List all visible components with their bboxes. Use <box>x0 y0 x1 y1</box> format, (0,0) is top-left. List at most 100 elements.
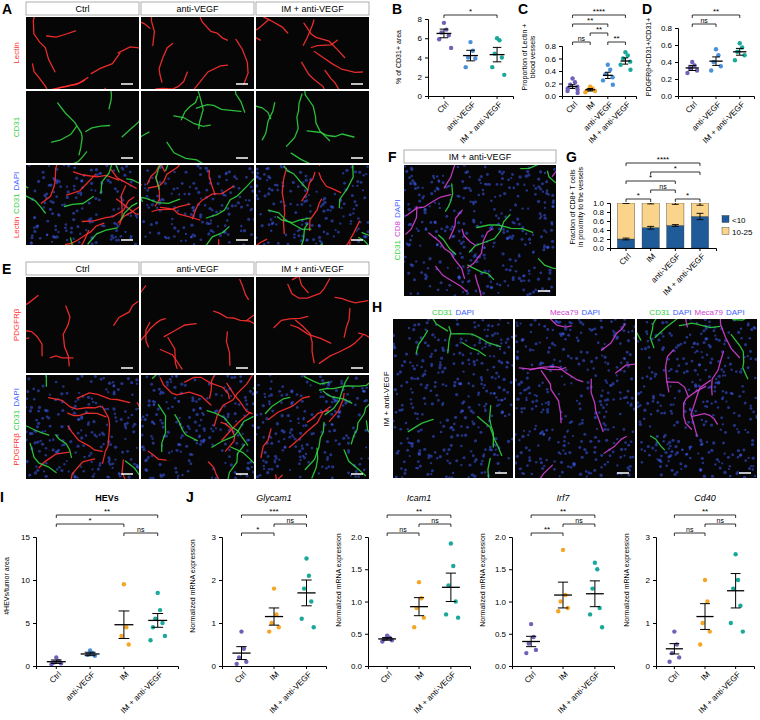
nucleus <box>331 477 334 479</box>
x-tick-mark <box>387 666 388 669</box>
nucleus <box>221 449 224 452</box>
nucleus <box>180 240 182 242</box>
significance-label: ns <box>717 517 725 524</box>
nucleus <box>462 265 465 268</box>
mean-line <box>410 606 428 607</box>
nucleus <box>109 443 112 446</box>
nucleus <box>367 221 369 224</box>
nucleus <box>192 408 195 411</box>
data-point <box>124 625 128 629</box>
nucleus <box>115 229 118 232</box>
plot-area: 0.00.51.01.52.0CtrlIMIM + anti-VEGF <box>351 533 471 715</box>
nucleus <box>107 408 110 411</box>
nucleus <box>117 238 120 241</box>
nucleus <box>70 227 73 230</box>
nucleus <box>49 394 51 396</box>
stained-structure <box>141 170 142 184</box>
y-tick: 0.0 <box>351 662 368 671</box>
data-point <box>417 580 421 584</box>
nucleus <box>122 169 124 171</box>
y-axis-title: PDGFRβ+CD31+/CD31+ <box>645 18 653 97</box>
nucleus <box>159 419 162 422</box>
x-tick-mark <box>450 666 451 669</box>
nucleus <box>206 397 209 400</box>
data-point <box>500 55 504 59</box>
nucleus <box>225 179 228 182</box>
nucleus <box>153 389 156 392</box>
x-axis: CtrlIMIM + anti-VEGF <box>513 666 615 715</box>
stained-structure <box>141 319 165 354</box>
nucleus <box>337 231 340 234</box>
y-tick: 8 <box>418 15 428 24</box>
y-tick-mark <box>675 96 678 97</box>
y-tick: 10 <box>21 576 36 585</box>
column-header: IM + anti-VEGF <box>281 264 344 274</box>
y-tick: 15 <box>21 533 36 542</box>
nucleus <box>145 458 148 461</box>
nucleus <box>270 468 273 471</box>
nucleus <box>135 408 138 411</box>
nucleus <box>289 469 291 471</box>
nucleus <box>31 236 34 239</box>
y-tick: 0.6 <box>593 217 610 226</box>
y-axis-line <box>653 538 657 667</box>
nucleus <box>83 456 86 459</box>
nucleus <box>35 225 38 228</box>
nucleus <box>539 271 542 274</box>
nucleus <box>434 190 437 193</box>
nucleus <box>58 214 60 216</box>
column-header: anti-VEGF <box>176 264 219 274</box>
stained-structure <box>156 72 188 89</box>
nucleus <box>57 231 59 233</box>
data-point <box>468 40 472 44</box>
nucleus <box>112 467 114 469</box>
nucleus <box>42 171 45 174</box>
bar-segment <box>642 228 659 248</box>
channel-label: Lectin <box>12 217 21 238</box>
stained-structure <box>282 168 286 233</box>
nucleus <box>102 433 105 436</box>
nucleus <box>145 469 148 472</box>
nucleus <box>158 463 161 466</box>
nucleus <box>467 272 469 274</box>
nucleus <box>66 190 69 193</box>
x-tick: IM <box>557 666 570 682</box>
data-point <box>272 586 276 590</box>
nucleus <box>508 268 511 271</box>
nucleus <box>146 169 149 172</box>
stained-structure <box>70 238 73 245</box>
chart-panel: Icam1Normalized mRNA expression0.00.51.0… <box>335 493 471 715</box>
nucleus <box>331 401 334 404</box>
stained-structure <box>214 375 253 426</box>
nucleus <box>334 193 337 196</box>
nucleus <box>76 445 79 448</box>
nucleus <box>533 266 536 269</box>
micrograph-background <box>26 277 139 373</box>
data-point <box>473 56 477 60</box>
nucleus <box>85 434 87 436</box>
nucleus <box>411 235 413 237</box>
significance-label: * <box>89 516 92 525</box>
nucleus <box>244 396 247 399</box>
nucleus <box>28 165 31 167</box>
nucleus <box>184 212 187 215</box>
data-point <box>561 548 565 552</box>
data-point <box>733 58 737 62</box>
y-axis-line <box>675 29 679 97</box>
data-point <box>309 599 313 603</box>
nucleus <box>290 428 293 431</box>
nucleus <box>91 242 94 245</box>
y-tick-label: 1 <box>212 619 217 628</box>
nucleus <box>150 383 153 386</box>
y-tick-mark <box>365 537 368 538</box>
stained-structure <box>293 277 308 293</box>
bar-segment <box>642 203 659 228</box>
nucleus <box>251 424 254 427</box>
nucleus <box>27 377 30 380</box>
channel-label: PDGFRβ <box>12 433 21 466</box>
nucleus <box>327 383 330 386</box>
stained-structure <box>272 475 277 479</box>
y-tick-label: 0.0 <box>495 662 507 671</box>
x-tick-label: anti-VEGF <box>64 670 97 703</box>
nucleus <box>134 243 137 245</box>
